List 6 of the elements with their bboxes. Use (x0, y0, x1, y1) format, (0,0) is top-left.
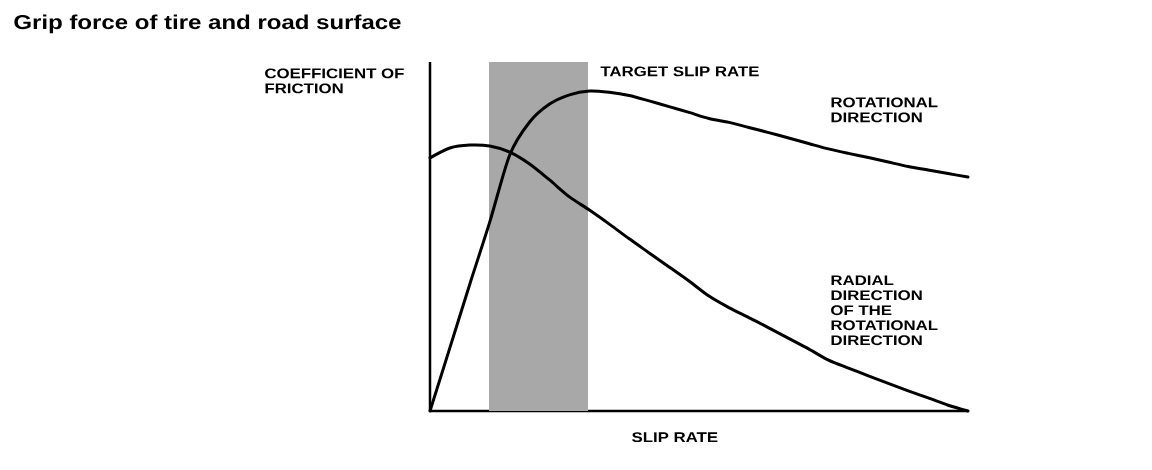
series-label: RADIAL DIRECTION OF THE ROTATIONAL DIRECTION (831, 275, 938, 346)
text: TARGET SLIP RATE (600, 66, 759, 77)
y-axis-title: COEFFICIENT OF FRICTION (265, 68, 404, 94)
series-label: ROTATIONAL DIRECTION (831, 97, 938, 123)
text: Grip force of tire and road surface (14, 14, 401, 34)
x-axis-title: SLIP RATE (632, 432, 718, 443)
